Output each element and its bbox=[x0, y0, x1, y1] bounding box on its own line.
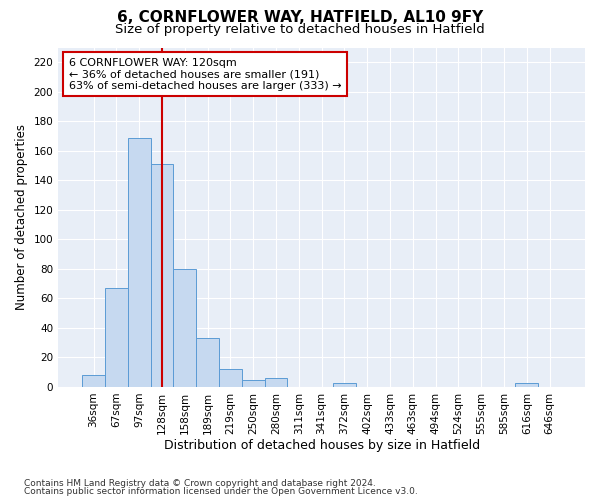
Bar bbox=[333, 382, 356, 387]
Bar bbox=[196, 338, 219, 387]
Y-axis label: Number of detached properties: Number of detached properties bbox=[15, 124, 28, 310]
Text: 6, CORNFLOWER WAY, HATFIELD, AL10 9FY: 6, CORNFLOWER WAY, HATFIELD, AL10 9FY bbox=[117, 10, 483, 25]
Bar bbox=[515, 382, 538, 387]
Text: Size of property relative to detached houses in Hatfield: Size of property relative to detached ho… bbox=[115, 22, 485, 36]
Bar bbox=[173, 269, 196, 387]
Bar bbox=[128, 138, 151, 387]
X-axis label: Distribution of detached houses by size in Hatfield: Distribution of detached houses by size … bbox=[164, 440, 479, 452]
Bar bbox=[265, 378, 287, 387]
Bar bbox=[151, 164, 173, 387]
Text: 6 CORNFLOWER WAY: 120sqm
← 36% of detached houses are smaller (191)
63% of semi-: 6 CORNFLOWER WAY: 120sqm ← 36% of detach… bbox=[69, 58, 341, 91]
Bar bbox=[219, 369, 242, 387]
Bar bbox=[82, 375, 105, 387]
Bar bbox=[105, 288, 128, 387]
Text: Contains public sector information licensed under the Open Government Licence v3: Contains public sector information licen… bbox=[24, 487, 418, 496]
Text: Contains HM Land Registry data © Crown copyright and database right 2024.: Contains HM Land Registry data © Crown c… bbox=[24, 478, 376, 488]
Bar bbox=[242, 380, 265, 387]
